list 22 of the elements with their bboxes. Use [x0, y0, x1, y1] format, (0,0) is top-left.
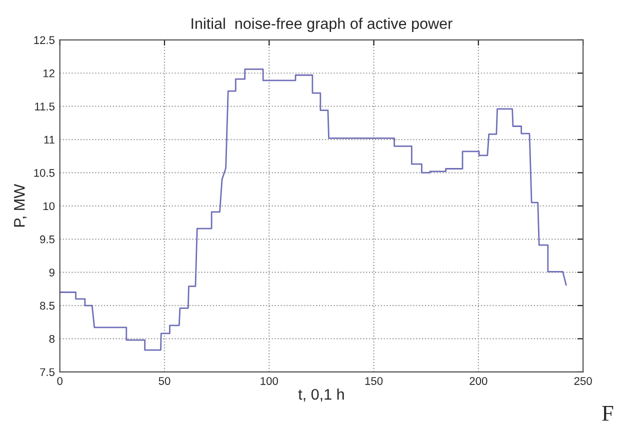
y-tick-label: 8 — [49, 335, 55, 343]
x-tick-label: 200 — [470, 377, 488, 385]
y-tick-label: 12.5 — [34, 36, 55, 44]
y-tick-label: 9 — [49, 268, 54, 276]
x-tick-label: 150 — [365, 377, 383, 385]
y-tick-label: 9.5 — [40, 235, 55, 244]
chart-title: Initial noise-free graph of active power — [192, 18, 452, 32]
x-tick-label: 0 — [57, 377, 63, 385]
y-tick-label: 7.5 — [40, 368, 55, 376]
x-axis-title: t, 0,1 h — [298, 388, 344, 402]
y-tick-label: 11 — [44, 136, 54, 144]
x-tick-label: 50 — [158, 377, 170, 385]
y-tick-label: 12 — [43, 69, 54, 78]
y-tick-label: 11.5 — [35, 102, 55, 110]
y-tick-label: 10.5 — [34, 169, 55, 177]
x-tick-label: 250 — [574, 377, 592, 385]
line-series — [60, 68, 567, 351]
y-tick-label: 8.5 — [40, 302, 55, 310]
x-tick-label: 100 — [260, 377, 278, 385]
y-tick-label: 10 — [43, 202, 55, 210]
text: F — [602, 406, 614, 421]
y-axis-title: P, MW — [14, 184, 27, 227]
